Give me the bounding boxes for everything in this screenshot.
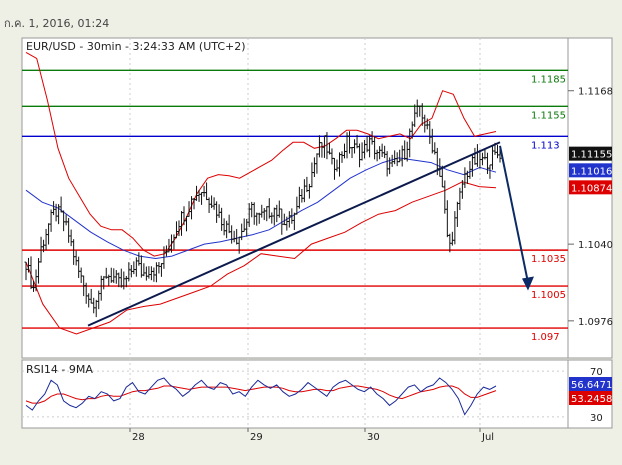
rsi-badge xyxy=(569,391,612,405)
bollinger-lower xyxy=(25,181,497,335)
level-label: 1.1155 xyxy=(531,110,566,121)
x-tick-label: Jul xyxy=(481,432,494,443)
price-axis-panel xyxy=(567,37,613,359)
moving-average xyxy=(25,157,497,260)
bollinger-upper xyxy=(25,51,497,257)
x-tick-label: 30 xyxy=(367,432,380,443)
rsi-badge-label: 53.2458 xyxy=(571,394,612,405)
level-label: 1.1185 xyxy=(531,74,566,85)
rsi-title: RSI14 - 9MA xyxy=(26,363,93,376)
rsi-badge-label: 56.6471 xyxy=(571,380,612,391)
x-tick-label: 29 xyxy=(250,432,263,443)
bollinger-bands xyxy=(25,51,497,335)
price-badge-label: 1.11155 xyxy=(571,150,612,161)
rsi-tick-label: 30 xyxy=(590,413,603,424)
rsi-tick-label: 70 xyxy=(590,367,603,378)
rsi-badge xyxy=(569,377,612,391)
price-tick-label: 1.0976 xyxy=(578,317,613,328)
price-panel xyxy=(21,37,569,359)
timestamp: ก.ค. 1, 2016, 01:24 xyxy=(4,17,110,30)
rsi-indicator: 70 30 56.6471 53.2458 xyxy=(22,367,612,424)
price-badge-label: 1.11016 xyxy=(571,166,612,177)
level-label: 1.097 xyxy=(531,332,560,343)
chart-title: EUR/USD - 30min - 3:24:33 AM (UTC+2) xyxy=(26,40,246,53)
price-tick-label: 1.1040 xyxy=(578,240,613,251)
overlays xyxy=(87,141,534,327)
price-badge xyxy=(569,180,612,195)
forecast-arrow-shaft xyxy=(499,145,529,283)
level-label: 1.113 xyxy=(531,140,560,151)
trendline xyxy=(87,141,501,327)
forecast-arrow-head xyxy=(522,276,534,291)
price-badge-label: 1.10874 xyxy=(571,183,612,194)
price-badge xyxy=(569,163,612,178)
level-label: 1.1035 xyxy=(531,254,566,265)
grid xyxy=(129,38,481,428)
rsi-line xyxy=(25,377,497,416)
level-label: 1.1005 xyxy=(531,290,566,301)
x-tick-label: 28 xyxy=(132,432,145,443)
axes: 1.1168 1.1040 1.0976 1.11155 1.11016 1.10874 2… xyxy=(129,87,613,443)
price-tick-label: 1.1168 xyxy=(578,87,613,98)
candles xyxy=(24,99,502,318)
horizontal-levels: 1.1185 1.1155 1.113 1.1035 1.1005 1.097 xyxy=(22,69,568,343)
rsi-ma-line xyxy=(25,385,497,404)
price-badge xyxy=(569,146,612,161)
